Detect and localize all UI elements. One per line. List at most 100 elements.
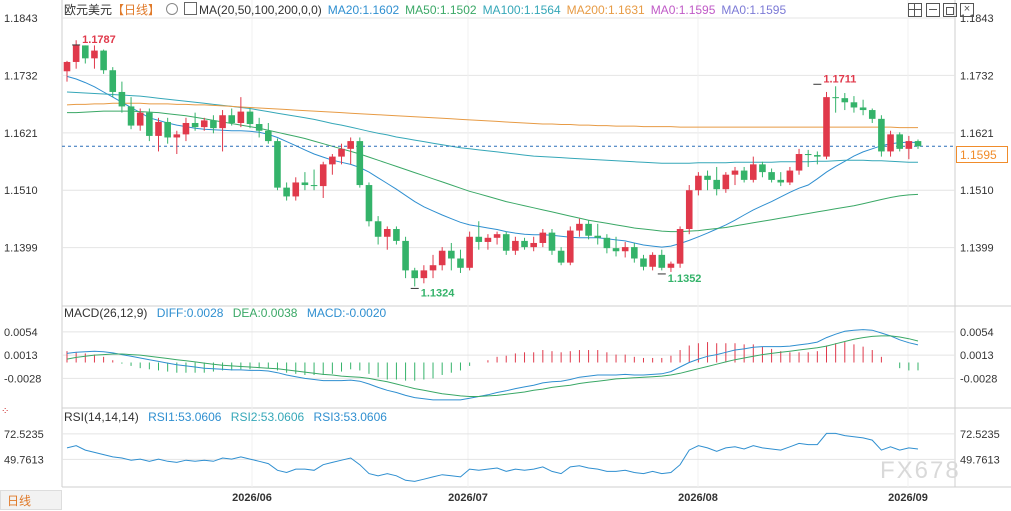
rsi-tick-left: 72.5235 — [4, 429, 44, 441]
candle-body — [713, 179, 720, 190]
date-label-aug: 2026/08 — [678, 492, 718, 504]
candle — [219, 110, 226, 152]
candle — [338, 143, 345, 165]
candle-body — [658, 254, 666, 268]
candle-body — [365, 185, 373, 222]
candle — [667, 261, 675, 272]
candle — [612, 236, 620, 257]
candle — [383, 226, 391, 250]
candle-body — [722, 174, 730, 190]
candle-body — [100, 50, 107, 71]
candle — [356, 137, 364, 188]
candle-body — [731, 170, 739, 175]
candle — [704, 170, 711, 191]
candle-body — [228, 115, 236, 123]
grid-icon[interactable] — [908, 3, 922, 17]
candle — [329, 154, 336, 175]
candle-body — [329, 156, 336, 165]
candle-body — [118, 91, 126, 107]
candle-body — [914, 141, 922, 147]
close-icon[interactable]: × — [960, 3, 974, 17]
candle — [420, 265, 428, 284]
ma-value-2: MA100:1.1564 — [482, 3, 561, 17]
candle — [301, 172, 309, 191]
candle — [155, 117, 162, 152]
macd-tick-left: 0.0054 — [4, 327, 38, 339]
candle — [887, 130, 894, 157]
macd-header: MACD(26,12,9) DIFF:0.0028 DEA:0.0038 MAC… — [64, 306, 392, 320]
price-tick-right: 1.1732 — [960, 70, 994, 82]
candle-body — [383, 229, 391, 237]
candle-body — [411, 270, 419, 279]
candle — [585, 220, 592, 240]
candle-body — [237, 111, 245, 123]
date-label-sep: 2026/09 — [888, 492, 928, 504]
price-tick-left: 1.1732 — [4, 70, 38, 82]
candle-body — [740, 170, 748, 180]
rsi-tick-right: 49.7613 — [960, 454, 1000, 466]
candle — [374, 216, 382, 245]
candle — [246, 108, 254, 129]
candle — [283, 182, 290, 201]
rsi-tick-left: 49.7613 — [4, 454, 44, 466]
moving-average-lines — [62, 75, 955, 248]
candle-body — [777, 179, 785, 183]
candle — [631, 242, 638, 263]
macd-value: MACD:-0.0020 — [306, 306, 387, 320]
candle — [777, 172, 785, 187]
candle — [191, 112, 199, 131]
candle — [200, 117, 208, 131]
candle-body — [182, 122, 190, 135]
candle — [539, 229, 547, 248]
candle-body — [448, 250, 455, 259]
candle-body — [210, 120, 217, 129]
candle-body — [438, 250, 446, 266]
rsi-title: RSI(14,14,14) — [64, 410, 139, 424]
settings-icon[interactable] — [166, 3, 179, 15]
panel-toggle-icon[interactable]: ⁘ — [1, 406, 10, 417]
candle-body — [274, 141, 281, 188]
price-tick-left: 1.1510 — [4, 185, 38, 197]
candle-body — [283, 187, 290, 197]
candle — [914, 139, 922, 149]
candle-body — [173, 134, 181, 138]
candle — [118, 81, 126, 113]
candle-body — [585, 223, 592, 236]
candle-body — [594, 235, 602, 238]
candle-body — [82, 45, 89, 59]
candle — [731, 166, 739, 186]
candle — [146, 108, 153, 142]
chart-type-icon[interactable] — [184, 2, 198, 15]
candle-body — [457, 258, 464, 268]
ma-value-1: MA50:1.1502 — [405, 3, 477, 17]
period-button[interactable]: 日线 — [0, 490, 62, 510]
candle — [878, 115, 885, 157]
candle-body — [685, 190, 693, 230]
candle-body — [621, 247, 629, 252]
candle-body — [868, 110, 876, 119]
candle — [100, 49, 107, 74]
candle — [265, 122, 272, 144]
candle-body — [402, 240, 409, 271]
macd-panel — [66, 329, 919, 401]
candle-body — [566, 230, 574, 263]
macd-diff: DIFF:0.0028 — [156, 306, 224, 320]
candle — [82, 45, 89, 64]
candle — [576, 218, 583, 237]
candle-body — [749, 164, 757, 180]
candle — [832, 86, 839, 113]
price-annotations: 1.1787 1.1324 1.1352 1.1711 — [72, 34, 856, 299]
macd-tick-right: 0.0054 — [960, 327, 994, 339]
candle — [658, 249, 666, 271]
candle-body — [667, 263, 675, 268]
candle — [164, 117, 171, 144]
candle-body — [850, 102, 858, 108]
restore-icon[interactable] — [943, 3, 957, 17]
minimize-icon[interactable] — [926, 3, 940, 17]
candle-body — [200, 120, 208, 128]
period-tag[interactable]: 【日线】 — [112, 3, 161, 17]
candle-body — [493, 234, 501, 238]
candle-body — [393, 229, 400, 241]
price-tick-left: 1.1621 — [4, 128, 38, 140]
candle-body — [127, 106, 135, 126]
